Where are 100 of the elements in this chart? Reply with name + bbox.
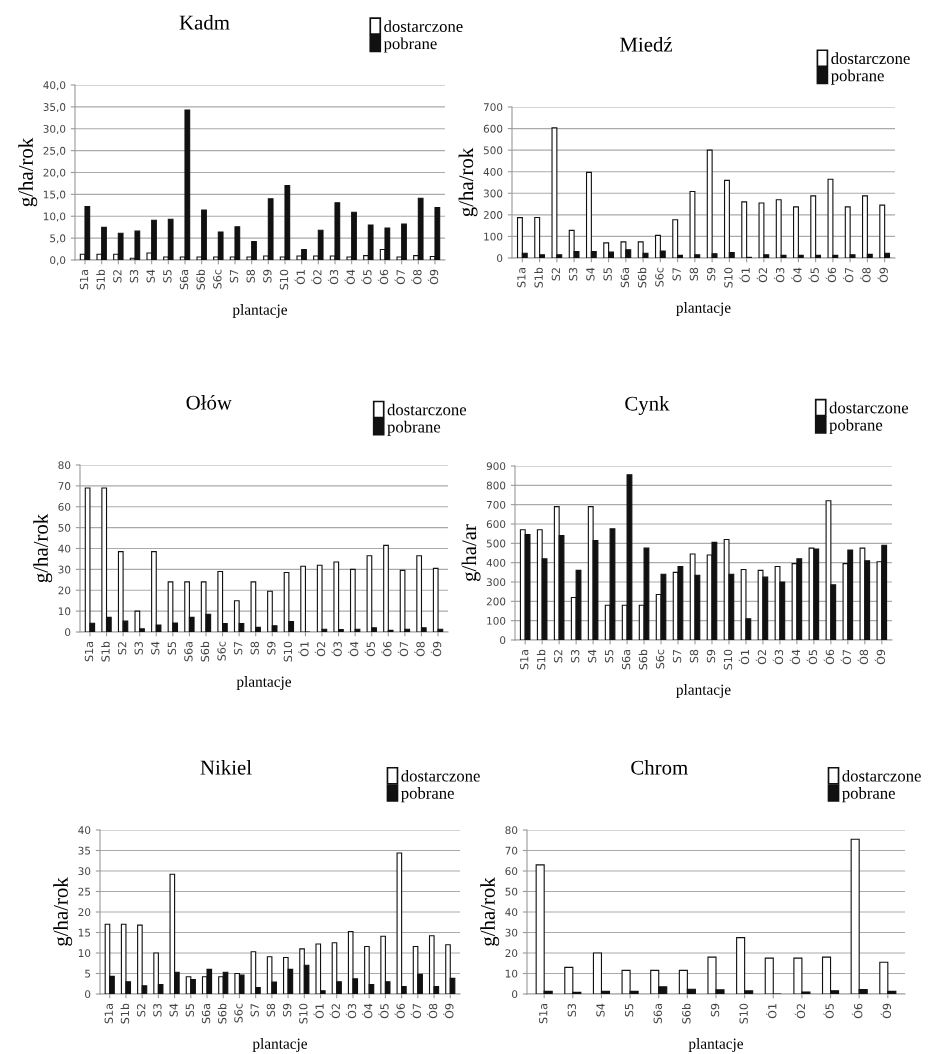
x-tick-label: Ó3 <box>773 267 785 283</box>
x-tick-label: S10 <box>723 649 733 670</box>
x-tick-label: Ó4 <box>789 649 801 665</box>
x-tick-label: S4 <box>151 641 160 655</box>
x-tick-label: S3 <box>567 1003 577 1017</box>
x-tick-label: Ó2 <box>794 1004 806 1019</box>
x-tick-label: Ó5 <box>364 642 375 657</box>
y-tick-label: 20 <box>505 949 518 958</box>
x-axis-title: plantacje <box>232 304 288 318</box>
x-tick-label: S1b <box>101 641 110 662</box>
x-tick-label: Ó7 <box>840 649 852 665</box>
x-tick-label: Ó7 <box>410 1003 422 1019</box>
x-tick-label: S4 <box>169 1003 178 1017</box>
y-tick-label: 800 <box>486 481 506 490</box>
x-tick-label: S6c <box>655 267 664 287</box>
legend-label: dostarczone <box>842 769 921 782</box>
x-tick-label: Ó4 <box>791 267 802 283</box>
x-tick-label: S1a <box>104 1004 113 1024</box>
y-tick-label: 0 <box>85 990 91 999</box>
x-tick-label: Ó2 <box>311 270 322 285</box>
x-tick-label: S3 <box>570 649 580 663</box>
x-tick-label: S1a <box>520 650 529 670</box>
x-tick-label: S6a <box>179 270 189 290</box>
y-tick-label: 15,0 <box>43 190 66 200</box>
x-tick-label: S4 <box>146 269 155 283</box>
legend-label: pobrane <box>401 787 454 803</box>
y-tick-label: 40 <box>505 908 518 917</box>
x-tick-label: S6b <box>200 641 210 662</box>
x-tick-label: S6a <box>620 268 630 288</box>
legend-label: dostarczone <box>384 20 463 32</box>
x-tick-label: S8 <box>266 1003 276 1017</box>
x-tick-label: Ó3 <box>327 269 339 285</box>
y-tick-label: 900 <box>486 462 506 471</box>
x-tick-label: S6b <box>217 1003 227 1024</box>
y-tick-label: 0 <box>497 254 503 263</box>
x-tick-label: Ó6 <box>394 1003 405 1019</box>
x-tick-label: S3 <box>129 269 139 283</box>
y-tick-label: 30,0 <box>43 124 66 134</box>
x-tick-label: S2 <box>117 642 127 655</box>
y-tick-label: 30 <box>505 928 518 937</box>
x-tick-label: S10 <box>299 1003 308 1024</box>
chart-title: Kadm <box>179 14 230 30</box>
x-tick-label: S4 <box>596 1003 605 1017</box>
x-tick-label: Ó2 <box>314 642 326 657</box>
y-tick-label: 50 <box>505 887 518 896</box>
y-axis-title: g/ha/rok <box>33 513 53 583</box>
y-tick-label: 400 <box>483 167 503 176</box>
x-tick-label: Ó2 <box>329 1004 340 1019</box>
x-tick-label: Ó4 <box>344 269 355 285</box>
y-tick-label: 70 <box>505 846 518 855</box>
x-tick-label: Ó3 <box>772 649 784 665</box>
x-tick-label: S1b <box>534 267 543 288</box>
y-tick-label: 5,0 <box>50 234 66 244</box>
chart-title: Chrom <box>631 759 688 775</box>
y-tick-label: 80 <box>58 461 71 470</box>
y-tick-label: 25,0 <box>43 146 66 156</box>
y-tick-label: 500 <box>483 146 503 155</box>
y-tick-label: 60 <box>505 867 518 876</box>
legend-label: pobrane <box>387 420 441 436</box>
x-tick-label: S1b <box>536 649 546 670</box>
x-tick-label: Ó7 <box>842 267 854 283</box>
x-tick-label: Ó3 <box>345 1003 357 1019</box>
x-tick-label: Ó5 <box>378 1004 389 1019</box>
y-tick-label: 15 <box>78 928 91 937</box>
y-tick-label: 600 <box>486 520 506 529</box>
x-tick-label: S6a <box>621 650 631 670</box>
y-tick-label: 40,0 <box>43 81 66 91</box>
x-tick-label: S6b <box>196 269 205 290</box>
y-tick-label: 10,0 <box>43 212 66 222</box>
x-tick-label: S6a <box>201 1004 211 1024</box>
y-tick-label: 5 <box>85 969 91 978</box>
x-tick-label: Ó4 <box>361 1003 373 1019</box>
y-tick-label: 700 <box>486 500 506 509</box>
x-tick-label: Ó9 <box>443 1003 454 1019</box>
y-tick-label: 300 <box>483 189 503 198</box>
x-tick-label: S9 <box>267 641 276 655</box>
x-tick-label: S7 <box>672 267 681 281</box>
x-tick-label: S9 <box>710 1003 720 1017</box>
x-tick-label: S9 <box>706 649 716 663</box>
x-tick-label: Ó9 <box>877 267 888 283</box>
y-tick-label: 0,0 <box>50 256 66 266</box>
x-tick-label: S1a <box>539 1004 548 1024</box>
y-tick-label: 0 <box>65 628 71 637</box>
x-tick-label: Ó2 <box>756 268 768 283</box>
x-tick-label: S1a <box>517 268 526 288</box>
x-tick-label: Ó2 <box>755 650 767 665</box>
x-tick-label: S6b <box>637 267 647 288</box>
x-tick-label: Ó9 <box>874 649 886 665</box>
x-tick-label: S2 <box>136 1004 146 1017</box>
x-tick-label: S7 <box>233 641 243 655</box>
x-tick-label: S1a <box>84 642 94 662</box>
x-tick-label: Ó6 <box>823 649 835 665</box>
x-tick-label: Ó9 <box>880 1003 892 1019</box>
x-tick-label: S10 <box>739 1003 748 1024</box>
x-tick-label: S6b <box>681 1003 691 1024</box>
x-tick-label: S2 <box>113 270 122 283</box>
x-tick-label: S8 <box>250 641 259 655</box>
x-tick-label: Ó8 <box>860 267 871 283</box>
x-tick-label: S9 <box>282 1003 292 1017</box>
y-tick-label: 40 <box>78 826 91 835</box>
